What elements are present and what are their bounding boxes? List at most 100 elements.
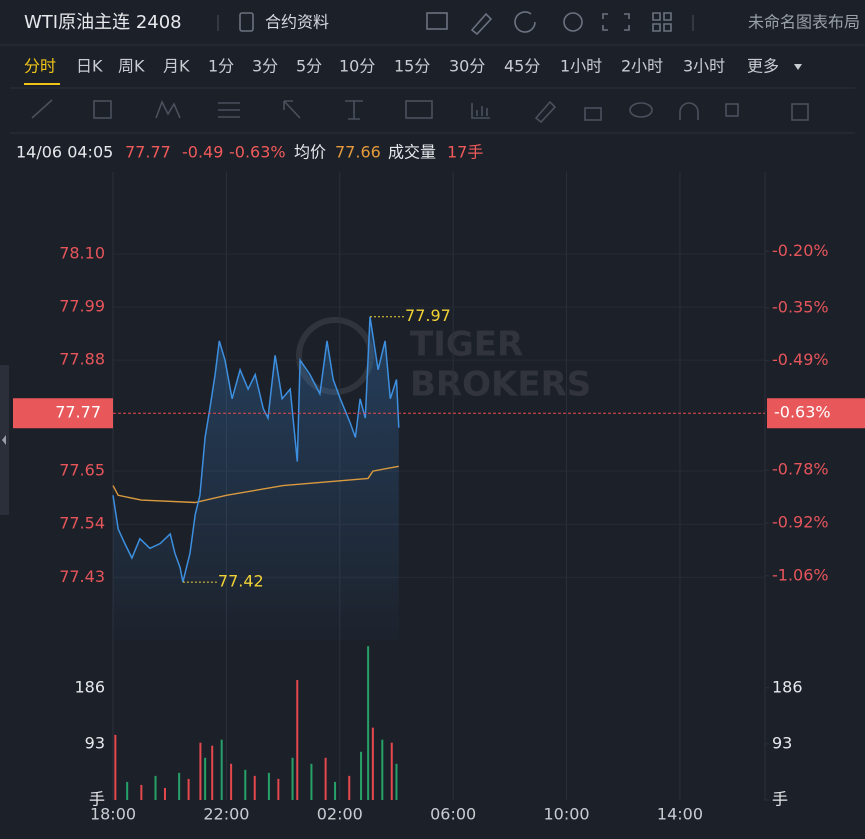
- volume-bar: [211, 745, 214, 800]
- tool-icon[interactable]: [405, 100, 433, 119]
- volume-bar: [163, 787, 166, 800]
- price-area: [113, 316, 399, 640]
- timeframe-button[interactable]: 3小时: [683, 57, 725, 76]
- volume-bar: [187, 778, 190, 800]
- tool-icon[interactable]: [534, 100, 557, 124]
- volume-bar: [348, 775, 351, 800]
- price-line: [112, 316, 400, 583]
- extreme-label: 77.97: [405, 306, 451, 325]
- quote-volume: 17手: [447, 143, 483, 162]
- contract-info[interactable]: 合约资料: [265, 13, 329, 32]
- timeframe-button[interactable]: 1小时: [560, 57, 602, 76]
- quote-change-pct: -0.63%: [229, 143, 286, 162]
- average-line: [112, 465, 399, 504]
- current-price-label: 77.77: [55, 403, 101, 422]
- tool-icon[interactable]: [155, 100, 181, 119]
- icon[interactable]: [470, 12, 493, 36]
- timeframe-button[interactable]: 1分: [208, 57, 234, 76]
- icon[interactable]: [426, 12, 448, 30]
- tool-icon[interactable]: [93, 100, 112, 119]
- tool-icon[interactable]: [791, 103, 809, 121]
- quote-line: 14/06 04:05 77.77 -0.49 -0.63% 均价 77.66 …: [16, 143, 483, 162]
- timeframe-button[interactable]: 分时: [24, 57, 56, 76]
- volume-bar: [154, 775, 157, 800]
- watermark-text: BROKERS: [410, 365, 591, 405]
- avg-label: 均价: [294, 143, 326, 162]
- layout-name[interactable]: 未命名图表布局: [748, 13, 860, 32]
- current-price-box: [13, 398, 113, 429]
- volume-bar: [126, 781, 129, 800]
- tool-icon[interactable]: [283, 100, 301, 119]
- tool-icon[interactable]: [725, 103, 739, 117]
- tool-icon[interactable]: [218, 102, 240, 118]
- volume-bar: [178, 772, 181, 800]
- icon[interactable]: [514, 11, 536, 33]
- volume-bar: [296, 679, 299, 800]
- volume-bar: [140, 784, 143, 800]
- drawing-toolbar[interactable]: [31, 99, 809, 124]
- x-tick-label: 10:00: [544, 805, 590, 824]
- tool-icon[interactable]: [584, 107, 602, 121]
- y-tick-label: 77.54: [59, 514, 105, 533]
- volume-bar: [277, 778, 280, 800]
- volume-bar: [267, 772, 270, 800]
- y-tick-label: 78.10: [59, 244, 105, 263]
- timeframe-button[interactable]: 15分: [394, 57, 430, 76]
- quote-time: 14/06 04:05: [16, 143, 113, 162]
- tool-icon[interactable]: [629, 102, 653, 118]
- timeframe-button[interactable]: 5分: [296, 57, 322, 76]
- y2-tick-label: -0.78%: [772, 460, 829, 479]
- volume-bar: [253, 775, 256, 800]
- chart: 18:00 22:00 02:00 06:00 10:00 14:00 78.10 77.99…: [13, 172, 865, 824]
- y-tick-label: 77.43: [59, 567, 105, 586]
- timeframe-button[interactable]: 更多: [747, 57, 779, 76]
- quote-price: 77.77: [125, 143, 171, 162]
- instrument-title[interactable]: WTI原油主连 2408: [24, 12, 182, 33]
- volume-tick-label: 手: [772, 790, 788, 809]
- x-tick-label: 22:00: [203, 805, 249, 824]
- tool-icon[interactable]: [31, 99, 53, 119]
- timeframe-button[interactable]: 30分: [449, 57, 485, 76]
- watermark-text: TIGER: [410, 325, 523, 365]
- volume-bar: [230, 763, 233, 800]
- volume-bar: [114, 734, 117, 800]
- current-pct-box: [767, 398, 865, 429]
- tool-icon[interactable]: [679, 102, 699, 120]
- timeframe-button[interactable]: 3分: [252, 57, 278, 76]
- extreme-label: 77.42: [218, 572, 264, 591]
- volume-tick-label: 186: [772, 677, 803, 696]
- x-tick-label: 02:00: [317, 805, 363, 824]
- icon[interactable]: [563, 12, 583, 32]
- x-tick-label: 14:00: [657, 805, 703, 824]
- x-tick-label: 18:00: [90, 805, 136, 824]
- timeframe-button[interactable]: 日K: [76, 57, 103, 76]
- tool-icon[interactable]: [471, 103, 490, 119]
- y2-tick-label: -1.06%: [772, 565, 829, 584]
- volume-bar: [395, 763, 398, 800]
- volume-tick-label: 手: [89, 790, 105, 809]
- side-tab-arrow: [2, 435, 6, 445]
- y-tick-label: 77.88: [59, 350, 105, 369]
- icon[interactable]: [652, 12, 672, 32]
- volume-label: 成交量: [388, 143, 436, 162]
- volume-bar: [244, 769, 247, 800]
- volume-bar: [199, 742, 202, 800]
- volume-tick-label: 93: [85, 733, 105, 752]
- timeframe-button[interactable]: 2小时: [621, 57, 663, 76]
- timeframe-button[interactable]: 10分: [339, 57, 375, 76]
- y2-tick-label: -0.20%: [772, 241, 829, 260]
- timeframe-button[interactable]: 45分: [504, 57, 540, 76]
- header-icons[interactable]: [426, 11, 672, 36]
- timeframe-button[interactable]: 月K: [163, 57, 190, 76]
- tool-icon[interactable]: [345, 100, 363, 120]
- timeframe-button[interactable]: 周K: [118, 57, 145, 76]
- doc-icon: [239, 12, 254, 32]
- volume-bar: [360, 751, 363, 800]
- y-tick-label: 77.65: [59, 461, 105, 480]
- timeframe-bar: 分时 日K 周K 月K 1分 3分 5分 10分 15分 30分 45分 1小时 2小时 3小时 更多: [24, 57, 779, 85]
- icon[interactable]: [602, 13, 630, 31]
- y2-tick-label: -0.35%: [772, 297, 829, 316]
